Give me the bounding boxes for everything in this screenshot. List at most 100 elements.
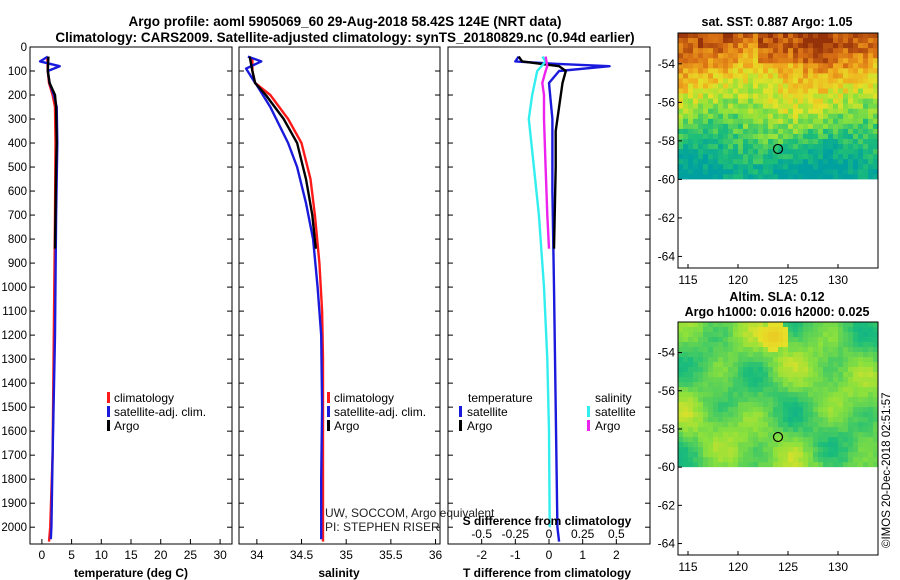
map-cell bbox=[853, 437, 859, 443]
map-cell bbox=[693, 407, 699, 413]
map-cell bbox=[848, 38, 854, 44]
map-cell bbox=[818, 58, 824, 64]
map-cell bbox=[818, 357, 824, 363]
map-cell bbox=[773, 139, 779, 145]
map-cell bbox=[713, 68, 719, 74]
map-cell bbox=[853, 33, 859, 39]
x-tick-label: 120 bbox=[728, 273, 748, 287]
map-cell bbox=[738, 462, 744, 468]
map-cell bbox=[748, 447, 754, 453]
map-cell bbox=[778, 447, 784, 453]
map-cell bbox=[783, 422, 789, 428]
map-cell bbox=[763, 462, 769, 468]
map-cell bbox=[803, 427, 809, 433]
map-cell bbox=[693, 93, 699, 100]
map-cell bbox=[803, 128, 809, 135]
x-tick-label: -2 bbox=[476, 548, 487, 562]
map-cell bbox=[693, 58, 699, 64]
map-cell bbox=[853, 452, 859, 458]
map-cell bbox=[778, 63, 784, 69]
map-cell bbox=[743, 402, 749, 408]
y-tick-label: 1100 bbox=[2, 306, 27, 318]
map-cell bbox=[753, 357, 759, 363]
map-cell bbox=[853, 407, 859, 413]
map-cell bbox=[758, 38, 764, 44]
map-cell bbox=[773, 402, 779, 408]
map-cell bbox=[873, 402, 879, 408]
map-cell bbox=[798, 347, 804, 353]
map-cell bbox=[738, 362, 744, 368]
map-cell bbox=[873, 164, 879, 170]
map-cell bbox=[778, 387, 784, 393]
map-cell bbox=[718, 437, 724, 443]
map-cell bbox=[843, 402, 849, 408]
map-cell bbox=[693, 422, 699, 428]
map-cell bbox=[868, 352, 874, 358]
map-cell bbox=[863, 88, 869, 94]
map-cell bbox=[828, 144, 834, 150]
map-cell bbox=[698, 139, 704, 145]
map-cell bbox=[803, 48, 809, 54]
map-cell bbox=[733, 357, 739, 363]
map-cell bbox=[803, 63, 809, 69]
map-cell bbox=[858, 128, 864, 135]
map-cell bbox=[723, 43, 729, 49]
map-cell bbox=[723, 98, 729, 105]
map-cell bbox=[798, 88, 804, 94]
map-cell bbox=[753, 43, 759, 49]
map-cell bbox=[738, 58, 744, 64]
map-cell bbox=[708, 432, 714, 438]
map-cell bbox=[858, 139, 864, 145]
map-cell bbox=[728, 48, 734, 54]
map-cell bbox=[793, 78, 799, 84]
map-cell bbox=[858, 123, 864, 130]
map-cell bbox=[713, 427, 719, 433]
map-cell bbox=[693, 432, 699, 438]
map-cell bbox=[838, 407, 844, 413]
map-cell bbox=[848, 352, 854, 358]
map-cell bbox=[738, 33, 744, 39]
map-cell bbox=[723, 128, 729, 135]
map-cell bbox=[848, 33, 854, 39]
map-cell bbox=[683, 149, 689, 155]
map-cell bbox=[678, 164, 684, 170]
map-cell bbox=[683, 367, 689, 373]
map-cell bbox=[808, 53, 814, 59]
map-cell bbox=[813, 154, 819, 160]
map-cell bbox=[763, 322, 769, 328]
map-cell bbox=[793, 169, 799, 175]
map-cell bbox=[723, 407, 729, 413]
map-cell bbox=[738, 377, 744, 383]
map-cell bbox=[718, 372, 724, 378]
map-cell bbox=[793, 402, 799, 408]
map-cell bbox=[858, 457, 864, 463]
map-cell bbox=[743, 133, 749, 140]
map-cell bbox=[683, 352, 689, 358]
map-cell bbox=[838, 387, 844, 393]
map-cell bbox=[813, 397, 819, 403]
map-cell bbox=[743, 462, 749, 468]
map-cell bbox=[853, 139, 859, 145]
map-cell bbox=[678, 372, 684, 378]
map-cell bbox=[708, 332, 714, 338]
map-cell bbox=[768, 68, 774, 74]
legend-label-satellite-adj: satellite-adj. clim. bbox=[114, 405, 206, 419]
map-cell bbox=[713, 462, 719, 468]
map-cell bbox=[838, 144, 844, 150]
map-cell bbox=[683, 342, 689, 348]
map-cell bbox=[748, 337, 754, 343]
map-cell bbox=[813, 327, 819, 333]
map-cell bbox=[808, 337, 814, 343]
map-cell bbox=[833, 118, 839, 125]
map-cell bbox=[683, 372, 689, 378]
map-cell bbox=[678, 73, 684, 79]
legend-swatch-sal-argo bbox=[587, 420, 590, 431]
map-cell bbox=[853, 169, 859, 175]
map-cell bbox=[858, 417, 864, 423]
map-cell bbox=[853, 68, 859, 74]
map-cell bbox=[838, 452, 844, 458]
map-cell bbox=[718, 43, 724, 49]
map-cell bbox=[718, 397, 724, 403]
map-cell bbox=[863, 337, 869, 343]
map-cell bbox=[693, 387, 699, 393]
